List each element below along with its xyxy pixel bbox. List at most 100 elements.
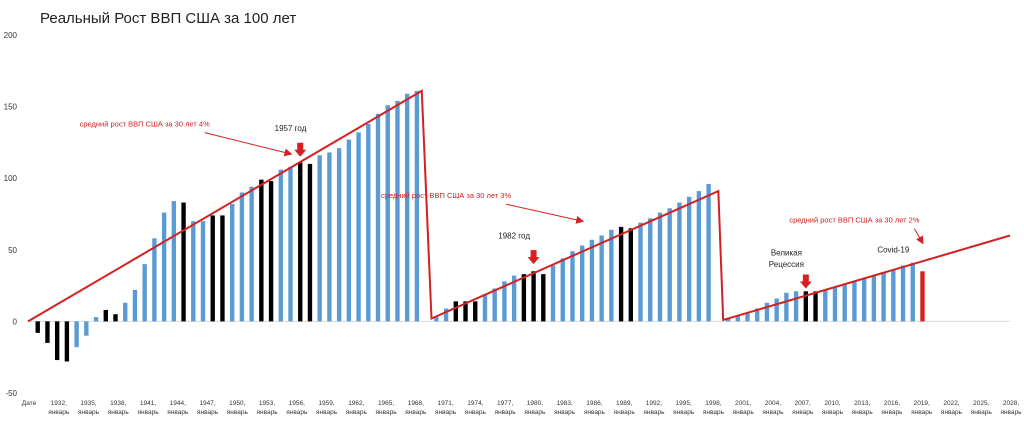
- bar-1974: [463, 301, 468, 322]
- bar-2006: [774, 298, 779, 322]
- x-tick-label-sub: январь: [941, 409, 963, 416]
- x-tick-label: 1995,: [676, 400, 692, 407]
- bar-1941: [142, 264, 147, 322]
- x-tick-label: 1977,: [497, 400, 513, 407]
- x-tick-label-sub: январь: [971, 409, 993, 416]
- x-tick-label-sub: январь: [673, 409, 695, 416]
- x-tick-label-sub: январь: [167, 409, 189, 416]
- bar-1945: [181, 202, 186, 322]
- bar-1977: [492, 288, 497, 322]
- bar-1969: [414, 90, 420, 322]
- x-tick-label: 1947,: [199, 400, 215, 407]
- x-tick-label-sub: январь: [852, 409, 874, 416]
- bar-1959: [317, 155, 322, 322]
- bar-1999: [706, 183, 711, 322]
- x-tick-label-sub: январь: [465, 409, 487, 416]
- annotation-label: Covid-19: [877, 246, 910, 255]
- bar-2019: [900, 265, 906, 322]
- bar-1950: [229, 203, 235, 322]
- x-tick-label: 1983,: [556, 400, 572, 407]
- y-tick-label: 150: [4, 103, 18, 112]
- y-tick-label: 100: [4, 174, 18, 183]
- x-tick-label: Дате: [22, 400, 37, 407]
- x-tick-label-sub: январь: [405, 409, 427, 416]
- bar-1990: [618, 226, 624, 322]
- bar-1944: [171, 201, 177, 322]
- bar-1997: [686, 196, 692, 322]
- x-tick-label-sub: январь: [286, 409, 308, 416]
- bar-1985: [570, 251, 575, 322]
- bar-1983: [550, 265, 556, 322]
- annotation-label: средний рост ВВП США за 30 лет 3%: [381, 191, 511, 200]
- bar-1963: [356, 132, 361, 322]
- bar-2012: [832, 287, 838, 322]
- bar-1978: [502, 281, 507, 322]
- x-tick-label-sub: январь: [1000, 409, 1022, 416]
- bar-1957: [298, 162, 303, 322]
- x-tick-label: 1962,: [348, 400, 364, 407]
- x-tick-label: 1998,: [705, 400, 721, 407]
- x-tick-label: 1989,: [616, 400, 632, 407]
- x-tick-label-sub: январь: [376, 409, 398, 416]
- down-arrow-icon: [799, 274, 812, 289]
- x-tick-label: 1956,: [289, 400, 305, 407]
- y-tick-label: -50: [5, 389, 17, 398]
- bar-2008: [793, 291, 799, 322]
- x-tick-label: 1986,: [586, 400, 602, 407]
- x-tick-label: 1932,: [51, 400, 67, 407]
- bar-2014: [852, 281, 857, 322]
- x-tick-label-sub: январь: [78, 409, 100, 416]
- x-tick-label: 1968,: [408, 400, 424, 407]
- bar-2021: [920, 271, 925, 322]
- bar-1992: [638, 222, 643, 322]
- x-tick-label: 1974,: [467, 400, 483, 407]
- bar-1940: [132, 289, 138, 322]
- bar-1962: [346, 139, 352, 322]
- bar-1975: [473, 301, 478, 322]
- bar-1961: [336, 148, 342, 322]
- x-tick-label: 1965,: [378, 400, 394, 407]
- x-tick-label: 1953,: [259, 400, 275, 407]
- x-tick-label-sub: январь: [524, 409, 546, 416]
- x-tick-label: 1941,: [140, 400, 156, 407]
- x-tick-label-sub: январь: [762, 409, 784, 416]
- x-tick-label-sub: январь: [554, 409, 576, 416]
- bar-1937: [103, 309, 108, 322]
- x-tick-label: 1971,: [437, 400, 453, 407]
- bar-1972: [443, 308, 449, 322]
- bar-1998: [696, 191, 702, 322]
- bar-2003: [745, 312, 750, 322]
- bar-1971: [434, 317, 439, 322]
- x-tick-label-sub: январь: [435, 409, 457, 416]
- bar-1968: [405, 93, 410, 322]
- x-tick-label: 2016,: [884, 400, 900, 407]
- x-tick-label-sub: январь: [48, 409, 70, 416]
- bar-1980: [521, 274, 527, 322]
- bar-1956: [288, 166, 293, 322]
- x-tick-label-sub: январь: [137, 409, 159, 416]
- bar-1935: [84, 321, 89, 336]
- x-tick-label: 2025,: [973, 400, 989, 407]
- x-tick-label: 2013,: [854, 400, 870, 407]
- down-arrow-icon: [294, 142, 307, 157]
- x-tick-label: 2010,: [824, 400, 840, 407]
- x-tick-label: 2019,: [914, 400, 930, 407]
- bar-1939: [123, 302, 128, 322]
- bar-1951: [239, 192, 245, 322]
- bar-1952: [249, 186, 254, 322]
- x-tick-label: 2001,: [735, 400, 751, 407]
- x-tick-label-sub: январь: [792, 409, 814, 416]
- bar-1960: [327, 152, 332, 322]
- x-tick-label: 1938,: [110, 400, 126, 407]
- annotation-label: средний рост ВВП США за 30 лет 2%: [789, 216, 919, 225]
- bar-1986: [580, 245, 585, 322]
- x-tick-label-sub: январь: [614, 409, 636, 416]
- x-tick-label-sub: январь: [346, 409, 368, 416]
- x-tick-label: 1950,: [229, 400, 245, 407]
- bar-1979: [511, 275, 517, 322]
- bar-1964: [366, 123, 371, 322]
- x-tick-label: 1935,: [80, 400, 96, 407]
- bar-1955: [278, 169, 283, 322]
- x-tick-label: 2028,: [1003, 400, 1019, 407]
- bar-2002: [735, 315, 740, 322]
